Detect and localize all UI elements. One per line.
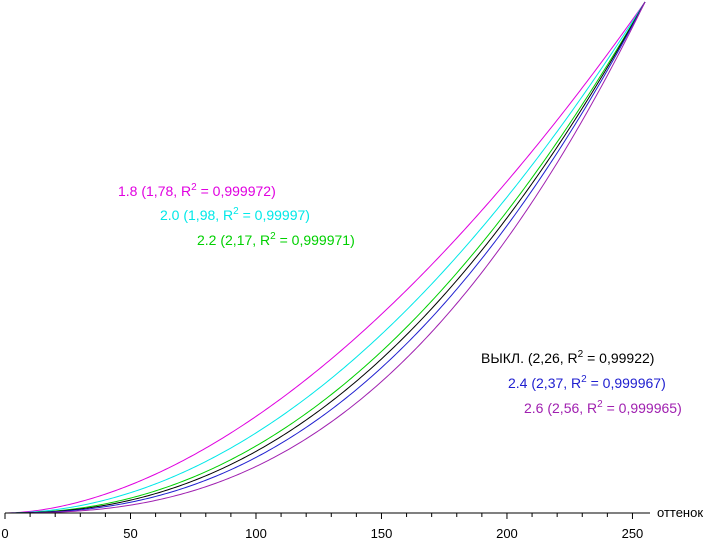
series-label-3: ВЫКЛ. (2,26, R2 = 0,99922) xyxy=(481,349,654,366)
series-label-2: 2.2 (2,17, R2 = 0,999971) xyxy=(197,231,355,248)
series-line-4 xyxy=(5,1,646,514)
series-label-0: 1.8 (1,78, R2 = 0,999972) xyxy=(118,182,276,199)
x-tick-label: 250 xyxy=(622,526,644,541)
x-tick-label: 100 xyxy=(245,526,267,541)
series-labels-group: 1.8 (1,78, R2 = 0,999972) 2.0 (1,98, R2 =… xyxy=(118,182,682,416)
x-tick-label: 150 xyxy=(371,526,393,541)
x-axis-label: оттенок xyxy=(657,505,703,520)
series-line-2 xyxy=(5,1,646,514)
series-label-1: 2.0 (1,98, R2 = 0,99997) xyxy=(160,206,310,223)
series-line-3 xyxy=(5,1,646,514)
series-line-5 xyxy=(5,1,646,514)
series-label-5: 2.6 (2,56, R2 = 0,999965) xyxy=(524,399,682,416)
x-tick-label: 0 xyxy=(1,526,8,541)
x-tick-label: 50 xyxy=(123,526,137,541)
x-tick-label: 200 xyxy=(496,526,518,541)
x-ticks-group: 0 50 100 150 200 250 xyxy=(1,513,643,541)
curves-group xyxy=(4,1,646,514)
series-line-1 xyxy=(4,1,646,514)
series-line-0 xyxy=(4,1,646,514)
series-label-4: 2.4 (2,37, R2 = 0,999967) xyxy=(508,374,666,391)
